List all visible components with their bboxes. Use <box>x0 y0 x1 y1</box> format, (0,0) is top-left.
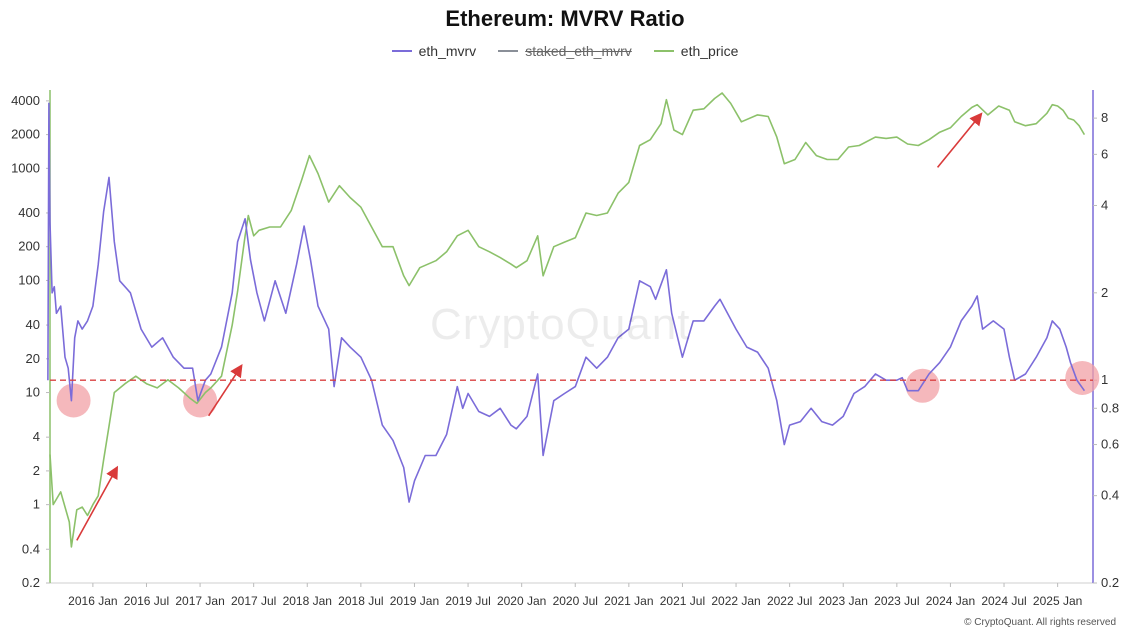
y-left-tick-label: 10 <box>26 385 40 400</box>
x-tick-label: 2018 Jan <box>283 594 332 608</box>
y-right-tick-label: 0.6 <box>1101 437 1119 452</box>
y-left-tick-label: 1000 <box>11 160 40 175</box>
legend-item-eth-mvrv[interactable]: eth_mvrv <box>391 43 477 59</box>
x-tick-label: 2024 Jan <box>926 594 975 608</box>
x-tick-label: 2021 Jul <box>660 594 705 608</box>
copyright-notice: © CryptoQuant. All rights reserved <box>964 617 1116 628</box>
highlight-circle <box>1065 360 1100 395</box>
legend-label-eth-price: eth_price <box>680 43 739 59</box>
y-left-tick-label: 20 <box>26 351 40 366</box>
y-left-tick-label: 100 <box>18 272 40 287</box>
x-tick-label: 2021 Jan <box>604 594 653 608</box>
y-left-tick-label: 4000 <box>11 93 40 108</box>
y-right-tick-label: 6 <box>1101 146 1108 161</box>
y-right-tick-label: 1 <box>1101 372 1108 387</box>
series-line-eth-mvrv <box>47 102 1086 503</box>
chart-title: Ethereum: MVRV Ratio <box>445 6 685 31</box>
y-right-tick-label: 0.8 <box>1101 400 1119 415</box>
y-right-tick-label: 4 <box>1101 197 1108 212</box>
x-tick-label: 2020 Jan <box>497 594 546 608</box>
y-right-tick-label: 0.4 <box>1101 488 1119 503</box>
legend-swatch-eth-price <box>653 50 674 52</box>
x-tick-label: 2025 Jan <box>1033 594 1082 608</box>
x-tick-label: 2018 Jul <box>338 594 383 608</box>
legend-item-eth-price[interactable]: eth_price <box>653 43 739 59</box>
chart-legend: eth_mvrv staked_eth_mvrv eth_price <box>0 43 1130 59</box>
y-right-tick-label: 2 <box>1101 285 1108 300</box>
legend-swatch-eth-mvrv <box>391 50 412 52</box>
legend-label-eth-mvrv: eth_mvrv <box>418 43 477 59</box>
highlight-circle <box>56 383 91 418</box>
y-left-tick-label: 0.4 <box>22 541 40 556</box>
legend-item-staked-eth-mvrv[interactable]: staked_eth_mvrv <box>498 43 632 59</box>
y-left-tick-label: 2000 <box>11 127 40 142</box>
x-tick-label: 2022 Jan <box>711 594 760 608</box>
legend-label-staked-eth-mvrv: staked_eth_mvrv <box>525 43 632 59</box>
y-left-tick-label: 0.2 <box>22 575 40 590</box>
annotation-arrow <box>936 112 983 168</box>
y-left-tick-label: 200 <box>18 239 40 254</box>
x-tick-label: 2019 Jan <box>390 594 439 608</box>
x-tick-label: 2020 Jul <box>553 594 598 608</box>
x-tick-label: 2016 Jul <box>124 594 169 608</box>
x-tick-label: 2024 Jul <box>981 594 1026 608</box>
x-tick-label: 2017 Jul <box>231 594 276 608</box>
highlight-circle <box>905 368 940 403</box>
x-tick-label: 2016 Jan <box>68 594 117 608</box>
annotation-arrow <box>207 364 243 417</box>
x-tick-label: 2022 Jul <box>767 594 812 608</box>
y-right-tick-label: 8 <box>1101 110 1108 125</box>
series-line-eth-price <box>49 92 1086 548</box>
x-tick-label: 2019 Jul <box>445 594 490 608</box>
y-left-tick-label: 40 <box>26 317 40 332</box>
y-left-tick-label: 400 <box>18 205 40 220</box>
y-left-tick-label: 1 <box>33 497 40 512</box>
y-left-tick-label: 4 <box>33 429 40 444</box>
annotation-arrow <box>76 465 119 541</box>
x-tick-label: 2023 Jul <box>874 594 919 608</box>
x-tick-label: 2017 Jan <box>175 594 224 608</box>
x-tick-label: 2023 Jan <box>819 594 868 608</box>
y-right-tick-label: 0.2 <box>1101 575 1119 590</box>
legend-swatch-staked-eth-mvrv <box>498 50 519 52</box>
y-left-tick-label: 2 <box>33 463 40 478</box>
watermark-logo: CryptoQuant <box>430 300 691 349</box>
